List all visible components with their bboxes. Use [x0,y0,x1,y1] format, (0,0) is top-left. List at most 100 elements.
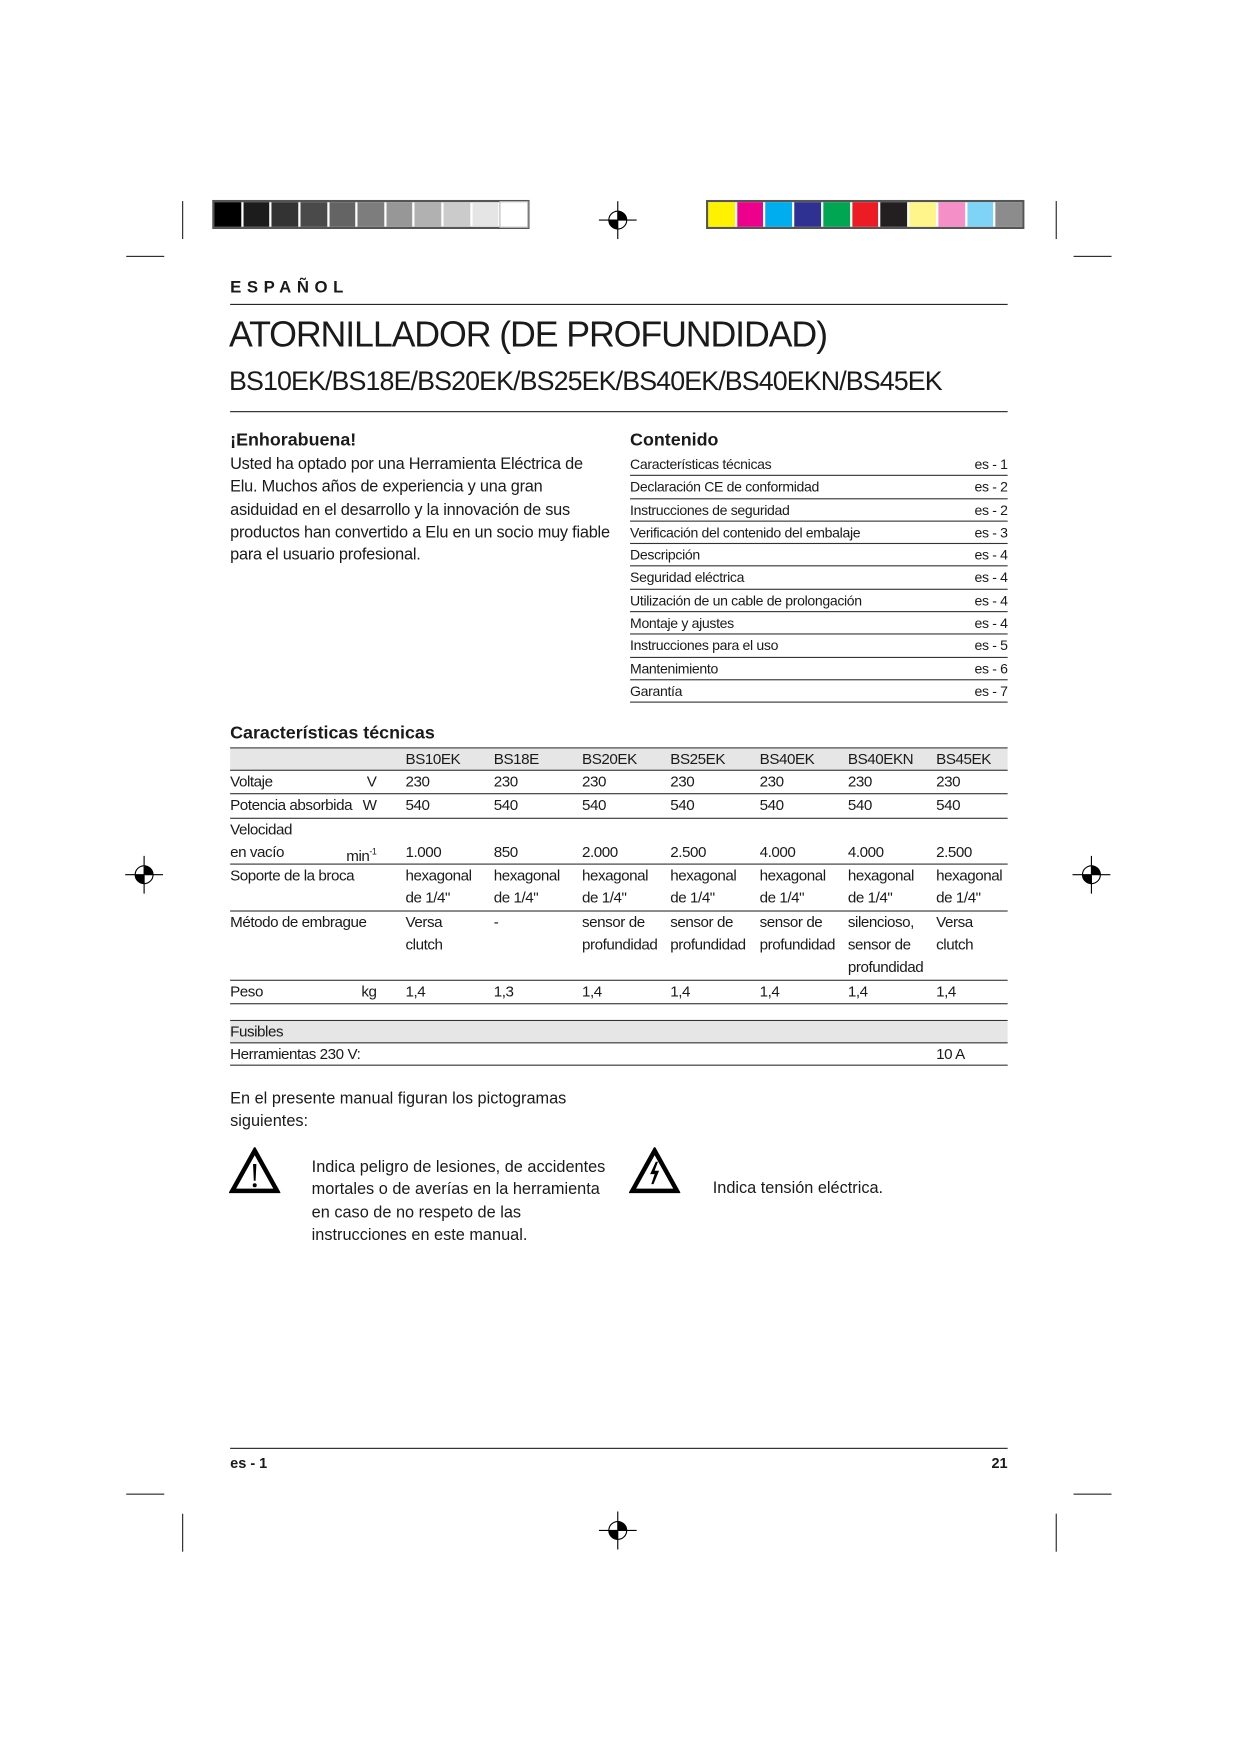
cell-value: silencioso, [847,913,914,931]
table-row: Voltaje V 230 230 230 230 230 230 230 [230,771,1008,795]
crop-mark [1073,1493,1112,1495]
divider [230,411,1008,413]
row-unit: V [366,773,377,790]
crop-mark [126,255,165,257]
cell-value: 540 [936,796,961,814]
contents-heading: Contenido [630,431,719,451]
color-swatch [765,202,793,227]
cell-value: 540 [405,796,430,814]
table-header-row: BS10EK BS18E BS20EK BS25EK BS40EK BS40EKN BS45… [230,748,1008,771]
warning-triangle-icon [229,1147,281,1194]
color-swatch [995,202,1023,227]
gray-swatch [271,202,299,227]
toc-label: Descripción [630,547,700,564]
cell-value: de 1/4" [405,889,451,907]
toc-label: Verificación del contenido del embalaje [630,524,861,541]
cell-value: de 1/4" [493,889,539,907]
color-bar [706,199,1025,230]
gray-swatch [214,202,241,227]
cell-value: sensor de [759,913,823,931]
cell-value: 230 [582,773,607,790]
toc-item[interactable]: Verificación del contenido del embalaje e… [630,522,1008,545]
cell-value: 1,4 [670,982,691,1000]
gray-swatch [300,202,327,227]
cell-value: de 1/4" [670,889,715,907]
toc-item[interactable]: Mantenimiento es - 6 [630,658,1008,681]
cell-value: 540 [582,796,607,814]
specs-table: BS10EK BS18E BS20EK BS25EK BS40EK BS40EKN BS45… [230,747,1008,1005]
warning-description: Indica peligro de lesiones, de accidente… [311,1158,606,1245]
cell-value: 230 [847,773,872,790]
fuses-header-row: Fusibles [230,1021,1008,1044]
row-label: Método de embrague [230,913,367,931]
cell-value: 1,4 [405,982,426,1000]
cell-value: 1,4 [759,982,780,1000]
cell-value: Versa [936,913,973,931]
column-header: BS20EK [582,750,637,768]
column-header: BS18E [493,750,540,768]
toc-page: es - 4 [974,570,1008,586]
fuse-label: Herramientas 230 V: [230,1045,361,1063]
crop-mark [182,1513,184,1552]
color-swatch [851,202,879,227]
cell-value: profundidad [847,958,924,976]
row-unit: min-1 [346,846,377,865]
gray-swatch [329,202,356,227]
toc-item[interactable]: Garantía es - 7 [630,680,1008,703]
color-swatch [966,202,994,227]
cell-value: 1,4 [582,982,602,1000]
table-row: Soporte de la broca hexagonal de 1/4" hexag… [230,865,1008,912]
cell-value: 540 [493,796,518,814]
cell-value: 1,3 [493,982,514,1000]
row-label: Peso [230,982,263,1000]
toc-label: Instrucciones de seguridad [630,502,790,518]
table-row: Peso kg 1,4 1,3 1,4 1,4 1,4 1,4 1,4 [230,980,1008,1005]
gray-swatch [472,202,499,227]
cell-value: 4.000 [847,843,884,861]
cell-value: 230 [493,773,518,790]
row-label: Soporte de la broca [230,867,355,884]
cell-value: de 1/4" [759,889,805,907]
gray-swatch [386,202,413,227]
color-swatch [938,202,965,227]
toc-item[interactable]: Declaración CE de conformidad es - 2 [630,476,1008,499]
toc-page: es - 4 [974,592,1008,609]
column-header: BS40EK [759,750,815,768]
table-row: Potencia absorbida W 540 540 540 540 540 540 540 [230,795,1008,819]
cell-value: sensor de [582,913,645,931]
specs-heading: Características técnicas [230,723,435,743]
row-unit: kg [361,982,377,1000]
cell-value: 2.500 [670,843,707,861]
footer-page-number: 21 [991,1454,1008,1472]
column-header: BS10EK [405,750,461,768]
toc-item[interactable]: Instrucciones para el uso es - 5 [630,635,1008,658]
gray-swatch [499,201,529,228]
gray-swatch [243,202,270,227]
toc-page: es - 5 [974,638,1008,654]
cell-value: profundidad [582,936,658,953]
row-label: Potencia absorbida [230,796,353,814]
cell-value: hexagonal [936,867,1003,884]
cell-value: profundidad [759,936,836,953]
toc-item[interactable]: Instrucciones de seguridad es - 2 [630,499,1008,522]
cell-value: 850 [493,843,518,861]
toc-label: Mantenimiento [630,660,718,677]
toc-item[interactable]: Características técnicas es - 1 [630,454,1008,477]
toc-item[interactable]: Descripción es - 4 [630,544,1008,567]
toc-item[interactable]: Montaje y ajustes es - 4 [630,612,1008,635]
toc-page: es - 2 [974,479,1008,496]
cell-value: 2.000 [582,843,618,861]
toc-item[interactable]: Seguridad eléctrica es - 4 [630,567,1008,590]
cell-value: 230 [936,773,961,790]
crop-mark [1055,201,1057,240]
cell-value: sensor de [670,913,733,931]
toc-page: es - 6 [974,660,1008,677]
cell-value: 540 [759,796,784,814]
toc-item[interactable]: Utilización de un cable de prolongación e… [630,590,1008,613]
cell-value: 230 [405,773,430,790]
cell-value: sensor de [847,936,911,953]
color-swatch [880,202,908,227]
table-row: Método de embrague Versa clutch - sensor de p… [230,911,1008,981]
color-swatch [823,202,850,227]
